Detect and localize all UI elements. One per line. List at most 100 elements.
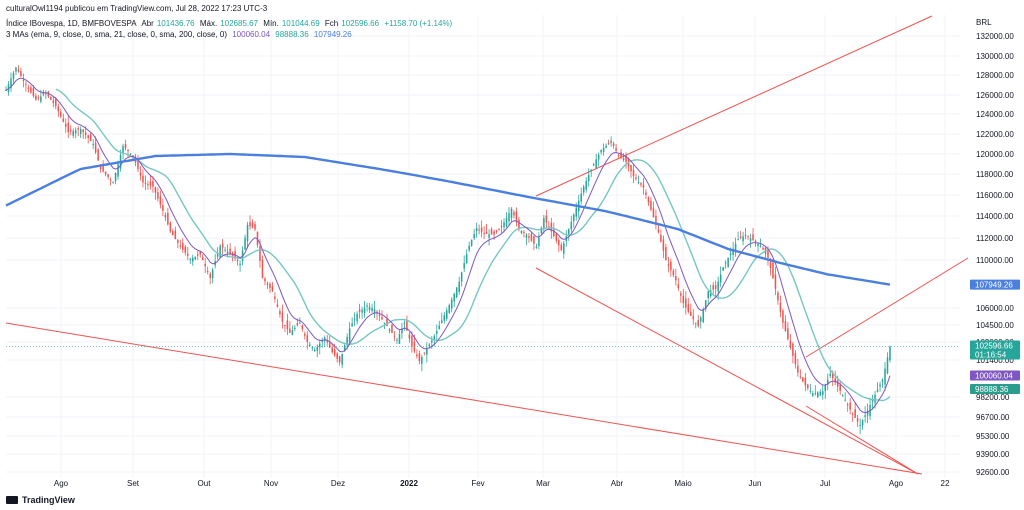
candle-body [729,253,732,256]
candle-body [398,334,401,344]
candle-body [744,234,747,236]
candle-body [737,239,739,241]
candle-body [836,380,839,387]
candle-body [72,130,75,136]
candle-body [219,245,221,258]
candle-body [493,231,495,235]
candle-body [256,231,259,245]
price-tick-label: 114000.00 [976,212,1014,221]
candle-body [483,232,485,234]
candle-body [309,344,311,347]
ohlc-low-value: 101044.69 [281,19,320,28]
candle-body [229,248,231,254]
price-tick-label: 120000.00 [976,150,1014,159]
candle-body [570,221,573,230]
candle-body [859,425,861,427]
candle-body [495,230,498,233]
time-tick-label: 22 [941,479,950,488]
candle-body [388,329,391,332]
candle-body [184,246,187,253]
candle-body [206,271,209,273]
candle-body [97,149,99,161]
candle-body [428,344,431,347]
time-tick-label: Nov [264,479,278,488]
candle-body [650,200,652,210]
candle-body [216,253,219,257]
candle-body [187,253,189,256]
candle-body [662,239,665,251]
time-tick-label: Maio [674,479,692,488]
ohlc-open-label: Abr [141,19,154,28]
candle-body [403,322,406,324]
currency-label: BRL [976,18,992,27]
last-price-tag [970,340,1020,360]
candle-body [612,143,615,146]
candle-body [841,395,844,397]
candle-body [239,263,241,265]
candle-body [246,224,249,242]
tradingview-brand[interactable]: TradingView [6,495,75,505]
candle-body [854,409,856,418]
candle-body [555,233,558,241]
symbol-name: Índice IBovespa, 1D, BMFBOVESPA [6,19,137,28]
candle-body [886,357,889,374]
ohlc-open-value: 101436.76 [156,19,195,28]
candle-body [834,378,836,383]
candle-body [378,315,381,317]
candle-body [363,307,366,314]
symbol-legend[interactable]: Índice IBovespa, 1D, BMFBOVESPA Abr 10143… [6,19,455,28]
candle-body [109,179,112,181]
candle-body [346,336,348,346]
price-axis[interactable]: 132000.00 130000.00 128000.00 126000.00 1240… [976,32,1014,477]
candle-body [535,246,538,249]
candle-body [296,323,299,326]
candle-body [289,328,291,333]
candle-body [802,377,804,382]
candle-body [194,256,197,260]
time-tick-label: Jun [749,479,762,488]
ma-label: 3 MAs (ema, 9, close, 0, sma, 21, close,… [6,30,227,39]
candle-body [458,281,460,292]
candle-body [254,223,256,230]
candle-body [829,373,832,377]
candle-body [438,325,441,330]
candle-body [772,262,774,279]
candle-body [498,229,500,231]
candle-body [137,158,139,169]
candle-body [226,251,229,253]
candle-body [642,184,645,188]
candle-body [572,214,575,222]
ohlc-high-label: Máx. [199,19,218,28]
candle-body [376,311,378,313]
candle-body [144,182,147,184]
time-axis[interactable]: Ago Set Out Nov Dez 2022 Fev Mar Abr Maio Jun Jul Ag… [54,479,950,488]
price-tick-label: 126000.00 [976,91,1014,100]
candle-body [276,304,279,307]
candle-body [221,243,224,248]
candle-body [647,197,650,203]
candle-body [460,272,463,282]
candle-body [871,399,874,402]
candle-body [707,291,709,299]
candle-body [147,184,149,186]
change-value: +1158.70 (+1.14%) [384,19,453,28]
candle-body [431,340,433,343]
candle-body [585,180,587,190]
candle-body [680,293,682,296]
candle-body [712,285,714,290]
candle-body [640,183,642,185]
candle-body [87,135,89,138]
moving-averages [5,77,891,414]
candle-body [281,312,284,322]
ma-ema9-value: 100060.04 [232,30,271,39]
candle-body [518,219,520,230]
candle-body [508,213,510,222]
candle-body [717,281,719,292]
candle-body [433,336,436,340]
candle-body [32,88,35,97]
candle-body [67,122,70,132]
ma-legend[interactable]: 3 MAs (ema, 9, close, 0, sma, 21, close,… [6,30,355,39]
sma21-tag-text: 98888.36 [975,385,1009,394]
candle-body [336,353,338,359]
